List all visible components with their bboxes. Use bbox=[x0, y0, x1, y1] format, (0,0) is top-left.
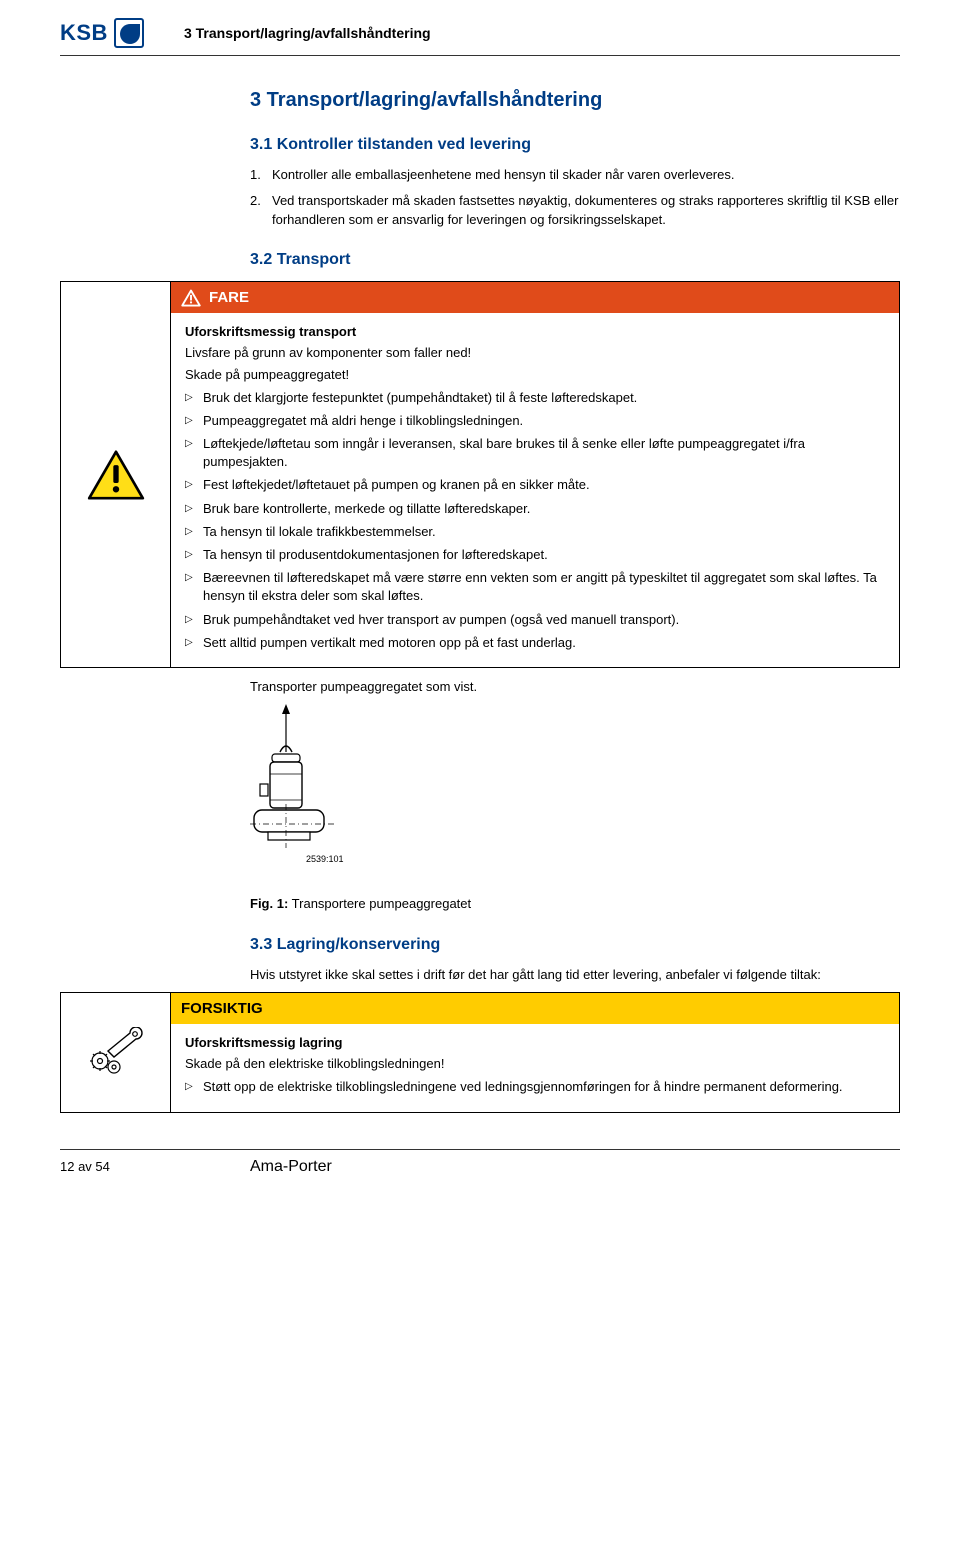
list-number: 1. bbox=[250, 166, 272, 184]
bullet-item: ▷Sett alltid pumpen vertikalt med motore… bbox=[185, 634, 885, 652]
bullet-text: Støtt opp de elektriske tilkoblingsledni… bbox=[203, 1078, 843, 1096]
triangle-bullet-icon: ▷ bbox=[185, 546, 203, 564]
bullet-text: Sett alltid pumpen vertikalt med motoren… bbox=[203, 634, 576, 652]
danger-label: FARE bbox=[209, 287, 249, 308]
bullet-item: ▷Støtt opp de elektriske tilkoblingsledn… bbox=[185, 1078, 885, 1096]
caution-content: Uforskriftsmessig lagring Skade på den e… bbox=[171, 1024, 899, 1112]
bullet-text: Fest løftekjedet/løftetauet på pumpen og… bbox=[203, 476, 590, 494]
triangle-bullet-icon: ▷ bbox=[185, 435, 203, 471]
header-breadcrumb: 3 Transport/lagring/avfallshåndtering bbox=[184, 24, 431, 44]
triangle-bullet-icon: ▷ bbox=[185, 523, 203, 541]
bullet-item: ▷Bruk bare kontrollerte, merkede og till… bbox=[185, 500, 885, 518]
bullet-text: Ta hensyn til lokale trafikkbestemmelser… bbox=[203, 523, 436, 541]
bullet-text: Bæreevnen til løfteredskapet må være stø… bbox=[203, 569, 885, 605]
list-item: 2. Ved transportskader må skaden fastset… bbox=[60, 192, 900, 228]
caution-header: FORSIKTIG bbox=[171, 993, 899, 1024]
page-footer: 12 av 54 Ama-Porter bbox=[60, 1149, 900, 1178]
bullet-text: Pumpeaggregatet må aldri henge i tilkobl… bbox=[203, 412, 523, 430]
body-text: Transporter pumpeaggregatet som vist. bbox=[60, 678, 900, 696]
document-name: Ama-Porter bbox=[250, 1156, 332, 1178]
section-3-1-title: 3.1 Kontroller tilstanden ved levering bbox=[60, 134, 900, 156]
triangle-bullet-icon: ▷ bbox=[185, 569, 203, 605]
triangle-bullet-icon: ▷ bbox=[185, 476, 203, 494]
danger-content: Uforskriftsmessig transport Livsfare på … bbox=[171, 313, 899, 667]
list-item: 1. Kontroller alle emballasjeenhetene me… bbox=[60, 166, 900, 184]
figure-caption-text: Transportere pumpeaggregatet bbox=[292, 896, 471, 911]
figure-caption: Fig. 1: Transportere pumpeaggregatet bbox=[250, 895, 900, 913]
logo-text: KSB bbox=[60, 18, 108, 49]
body-text: Hvis utstyret ikke skal settes i drift f… bbox=[60, 966, 900, 984]
chapter-title: 3 Transport/lagring/avfallshåndtering bbox=[60, 86, 900, 114]
section-3-2-title: 3.2 Transport bbox=[60, 249, 900, 271]
bullet-item: ▷Fest løftekjedet/løftetauet på pumpen o… bbox=[185, 476, 885, 494]
caution-label: FORSIKTIG bbox=[181, 998, 263, 1019]
caution-block: FORSIKTIG Uforskriftsmessig lagring Skad… bbox=[60, 992, 900, 1113]
triangle-bullet-icon: ▷ bbox=[185, 611, 203, 629]
figure-block: 2539:101 Fig. 1: Transportere pumpeaggre… bbox=[60, 704, 900, 913]
bullet-item: ▷Pumpeaggregatet må aldri henge i tilkob… bbox=[185, 412, 885, 430]
caution-icon-cell bbox=[61, 993, 171, 1112]
figure-label: Fig. 1: bbox=[250, 896, 288, 911]
danger-line: Livsfare på grunn av komponenter som fal… bbox=[185, 344, 885, 362]
page-number: 12 av 54 bbox=[60, 1158, 250, 1176]
danger-body: FARE Uforskriftsmessig transport Livsfar… bbox=[171, 282, 899, 667]
danger-block: FARE Uforskriftsmessig transport Livsfar… bbox=[60, 281, 900, 668]
triangle-bullet-icon: ▷ bbox=[185, 634, 203, 652]
logo-icon bbox=[114, 18, 144, 48]
caution-line: Skade på den elektriske tilkoblingsledni… bbox=[185, 1055, 885, 1073]
page-header: KSB 3 Transport/lagring/avfallshåndterin… bbox=[60, 0, 900, 56]
caution-title: Uforskriftsmessig lagring bbox=[185, 1034, 885, 1052]
bullet-item: ▷Bæreevnen til løfteredskapet må være st… bbox=[185, 569, 885, 605]
bullet-text: Løftekjede/løftetau som inngår i leveran… bbox=[203, 435, 885, 471]
list-text: Ved transportskader må skaden fastsettes… bbox=[272, 192, 900, 228]
danger-header: FARE bbox=[171, 282, 899, 313]
bullet-text: Bruk det klargjorte festepunktet (pumpeh… bbox=[203, 389, 637, 407]
figure-ref-number: 2539:101 bbox=[306, 854, 344, 864]
bullet-item: ▷Ta hensyn til lokale trafikkbestemmelse… bbox=[185, 523, 885, 541]
warning-triangle-icon bbox=[181, 289, 201, 307]
caution-body: FORSIKTIG Uforskriftsmessig lagring Skad… bbox=[171, 993, 899, 1112]
bullet-item: ▷Bruk det klargjorte festepunktet (pumpe… bbox=[185, 389, 885, 407]
wrench-gears-icon bbox=[86, 1027, 146, 1077]
bullet-text: Ta hensyn til produsentdokumentasjonen f… bbox=[203, 546, 548, 564]
list-text: Kontroller alle emballasjeenhetene med h… bbox=[272, 166, 734, 184]
triangle-bullet-icon: ▷ bbox=[185, 412, 203, 430]
list-number: 2. bbox=[250, 192, 272, 228]
warning-triangle-icon bbox=[87, 450, 145, 500]
triangle-bullet-icon: ▷ bbox=[185, 500, 203, 518]
ksb-logo: KSB bbox=[60, 18, 144, 49]
bullet-item: ▷Løftekjede/løftetau som inngår i levera… bbox=[185, 435, 885, 471]
danger-title: Uforskriftsmessig transport bbox=[185, 323, 885, 341]
bullet-item: ▷Bruk pumpehåndtaket ved hver transport … bbox=[185, 611, 885, 629]
section-3-3-title: 3.3 Lagring/konservering bbox=[60, 934, 900, 956]
bullet-text: Bruk pumpehåndtaket ved hver transport a… bbox=[203, 611, 679, 629]
triangle-bullet-icon: ▷ bbox=[185, 389, 203, 407]
pump-transport-illustration: 2539:101 bbox=[250, 704, 390, 884]
warning-icon-cell bbox=[61, 282, 171, 667]
bullet-text: Bruk bare kontrollerte, merkede og tilla… bbox=[203, 500, 530, 518]
triangle-bullet-icon: ▷ bbox=[185, 1078, 203, 1096]
danger-line: Skade på pumpeaggregatet! bbox=[185, 366, 885, 384]
bullet-item: ▷Ta hensyn til produsentdokumentasjonen … bbox=[185, 546, 885, 564]
